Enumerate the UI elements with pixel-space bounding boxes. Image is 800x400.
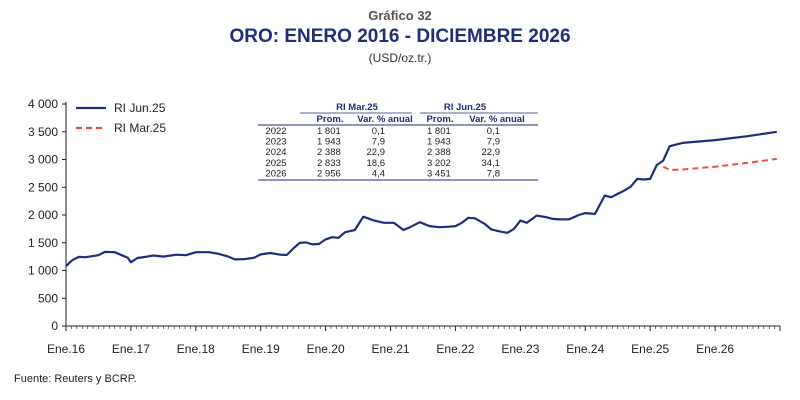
chart-kicker: Gráfico 32 — [368, 8, 432, 23]
table-row-year: 2024 — [265, 147, 286, 158]
y-tick-label: 500 — [38, 291, 58, 305]
table-cell: 7,8 — [487, 168, 500, 179]
table-cell: 1 943 — [427, 137, 451, 148]
x-tick-label: Ene.17 — [112, 342, 150, 356]
table-column-header: Prom. — [317, 114, 344, 125]
table-row-year: 2025 — [265, 158, 286, 169]
table-cell: 1 801 — [427, 126, 451, 137]
x-tick-label: Ene.20 — [307, 342, 345, 356]
table-column-header: Prom. — [427, 114, 454, 125]
table-cell: 2 833 — [317, 158, 341, 169]
x-tick-label: Ene.23 — [501, 342, 539, 356]
table-cell: 1 943 — [317, 137, 341, 148]
table-cell: 4,4 — [372, 168, 385, 179]
chart-title: ORO: ENERO 2016 - DICIEMBRE 2026 — [229, 26, 571, 47]
y-tick-label: 0 — [51, 319, 58, 333]
x-tick-label: Ene.19 — [242, 342, 280, 356]
table-column-header: Var. % anual — [357, 114, 412, 125]
table-row-year: 2026 — [265, 168, 286, 179]
y-tick-label: 2 000 — [28, 208, 58, 222]
table-cell: 2 956 — [317, 168, 341, 179]
x-tick-label: Ene.22 — [436, 342, 474, 356]
chart-unit: (USD/oz.tr.) — [368, 51, 432, 65]
table-cell: 0,1 — [487, 126, 500, 137]
table-cell: 3 202 — [427, 158, 451, 169]
y-tick-label: 1 000 — [28, 264, 58, 278]
table-cell: 0,1 — [372, 126, 385, 137]
table-cell: 22,9 — [482, 147, 501, 158]
table-cell: 3 451 — [427, 168, 451, 179]
table-cell: 2 388 — [317, 147, 341, 158]
x-tick-label: Ene.18 — [177, 342, 215, 356]
y-tick-label: 1 500 — [28, 236, 58, 250]
table-group-header: RI Jun.25 — [444, 102, 487, 113]
y-tick-label: 3 500 — [28, 125, 58, 139]
x-tick-label: Ene.25 — [631, 342, 669, 356]
legend-label: RI Jun.25 — [114, 101, 166, 115]
y-tick-label: 4 000 — [28, 97, 58, 111]
x-tick-label: Ene.16 — [47, 342, 85, 356]
legend-label: RI Mar.25 — [114, 121, 166, 135]
table-cell: 2 388 — [427, 147, 451, 158]
series-line-ri-mar25 — [662, 157, 777, 171]
table-column-header: Var. % anual — [469, 114, 524, 125]
table-cell: 22,9 — [367, 147, 386, 158]
x-tick-label: Ene.21 — [372, 342, 410, 356]
table-cell: 7,9 — [372, 137, 385, 148]
x-tick-label: Ene.26 — [696, 342, 734, 356]
x-tick-label: Ene.24 — [566, 342, 604, 356]
table-cell: 1 801 — [317, 126, 341, 137]
table-row-year: 2022 — [265, 126, 286, 137]
table-group-header: RI Mar.25 — [336, 102, 378, 113]
table-cell: 18,6 — [367, 158, 386, 169]
table-cell: 34,1 — [482, 158, 501, 169]
table-cell: 7,9 — [487, 137, 500, 148]
source-note: Fuente: Reuters y BCRP. — [14, 373, 137, 385]
y-tick-label: 2 500 — [28, 180, 58, 194]
table-row-year: 2023 — [265, 137, 286, 148]
y-tick-label: 3 000 — [28, 153, 58, 167]
series-line-ri-jun25 — [65, 130, 777, 267]
